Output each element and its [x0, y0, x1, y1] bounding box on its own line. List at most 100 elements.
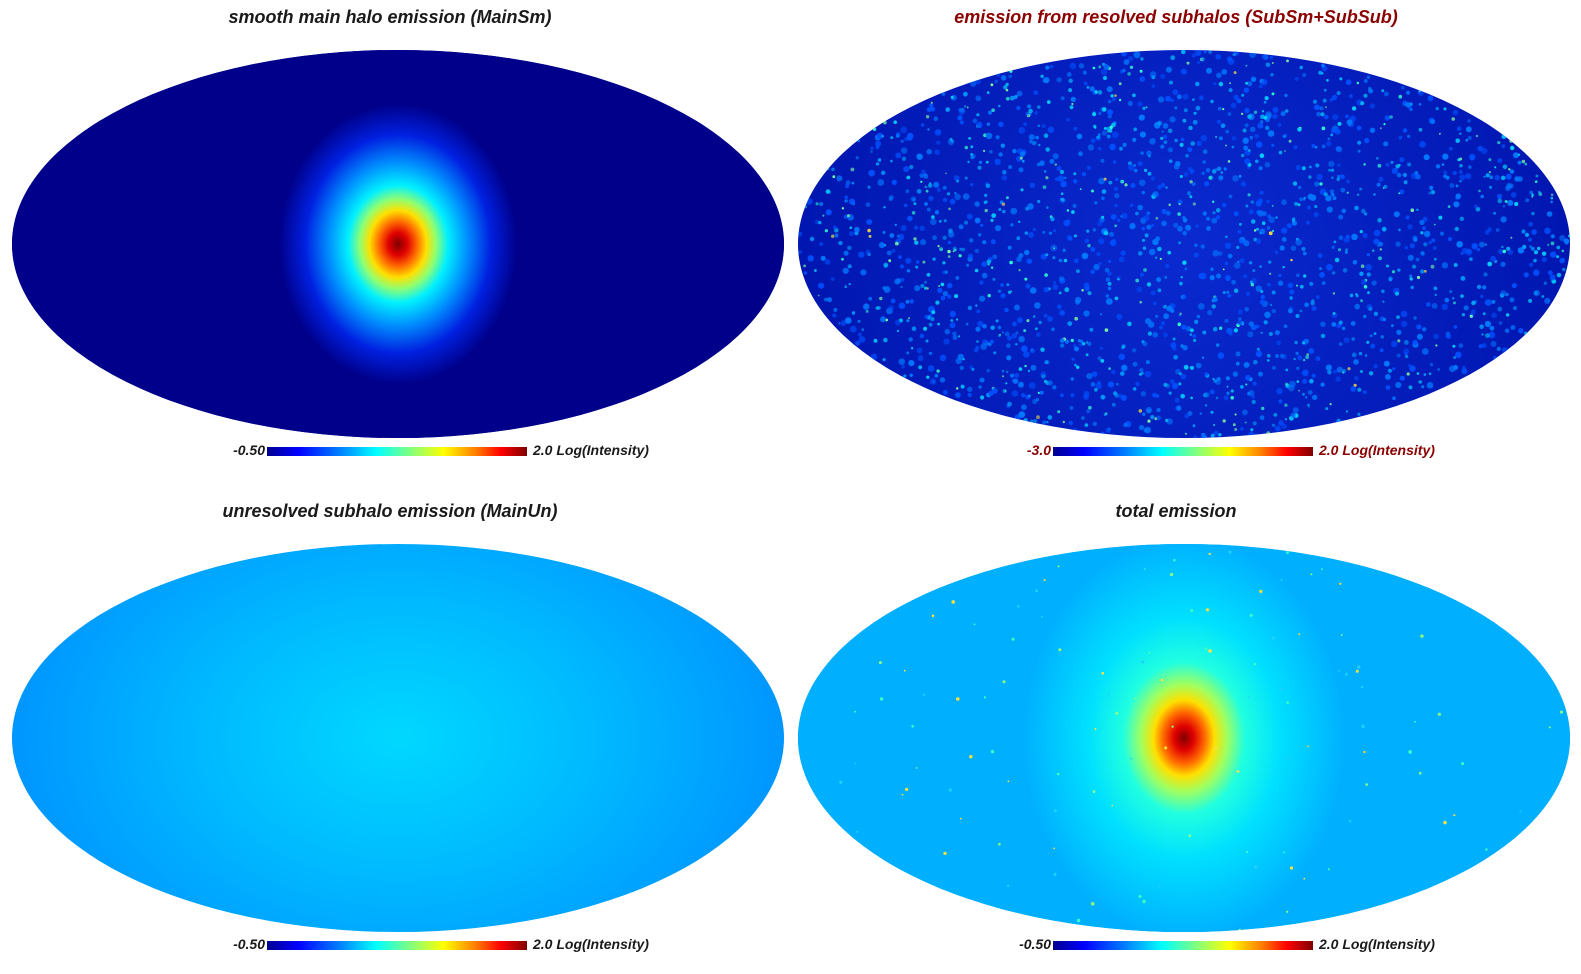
subhalo-speckle: [1321, 281, 1326, 285]
subhalo-speckle: [1067, 321, 1073, 326]
subhalo-speckle: [1303, 877, 1306, 880]
subhalo-speckle: [1295, 314, 1300, 318]
subhalo-speckle: [1016, 90, 1023, 97]
subhalo-speckle: [939, 377, 946, 383]
subhalo-speckle: [1240, 427, 1244, 431]
subhalo-speckle: [1029, 348, 1035, 354]
subhalo-speckle: [998, 121, 1004, 128]
subhalo-speckle: [1479, 324, 1484, 330]
subhalo-speckle: [984, 193, 988, 197]
subhalo-speckle: [825, 209, 832, 216]
subhalo-speckle: [1190, 609, 1194, 612]
subhalo-speckle: [1042, 230, 1046, 234]
subhalo-speckle: [1054, 163, 1058, 166]
subhalo-speckle: [1191, 53, 1197, 58]
subhalo-speckle: [1163, 304, 1168, 309]
subhalo-speckle: [1165, 418, 1169, 423]
subhalo-speckle: [1232, 423, 1236, 427]
subhalo-speckle: [1276, 340, 1281, 346]
subhalo-speckle: [963, 220, 969, 225]
subhalo-speckle: [1058, 291, 1062, 295]
subhalo-speckle: [1398, 164, 1401, 167]
subhalo-speckle: [1036, 162, 1041, 167]
subhalo-speckle: [1097, 221, 1103, 227]
colorbar-gradient: [1053, 447, 1313, 456]
subhalo-speckle: [1404, 245, 1409, 250]
subhalo-speckle: [1142, 238, 1145, 242]
subhalo-speckle: [1133, 127, 1138, 132]
subhalo-speckle: [879, 697, 884, 701]
subhalo-speckle: [1148, 248, 1156, 256]
subhalo-speckle: [1165, 95, 1171, 102]
subhalo-speckle: [1422, 216, 1428, 222]
subhalo-speckle: [1052, 385, 1057, 390]
subhalo-speckle: [952, 250, 955, 253]
subhalo-speckle: [1525, 198, 1530, 203]
subhalo-speckle: [1284, 109, 1289, 113]
subhalo-speckle: [1165, 186, 1168, 189]
subhalo-speckle: [1535, 174, 1539, 178]
subhalo-speckle: [1460, 276, 1466, 281]
panel-title: total emission: [1115, 501, 1237, 521]
subhalo-speckle: [1178, 203, 1181, 206]
subhalo-speckle: [1459, 180, 1462, 183]
subhalo-speckle: [1370, 343, 1376, 349]
subhalo-speckle: [1459, 132, 1462, 135]
subhalo-speckle: [1485, 848, 1488, 851]
subhalo-speckle: [944, 328, 951, 335]
subhalo-speckle: [1381, 226, 1387, 232]
subhalo-speckle: [1341, 326, 1346, 331]
subhalo-speckle: [844, 199, 848, 203]
subhalo-speckle: [1248, 696, 1250, 698]
subhalo-speckle: [1430, 190, 1436, 195]
subhalo-speckle: [1229, 82, 1231, 85]
subhalo-speckle: [1142, 341, 1148, 347]
subhalo-speckle: [1203, 50, 1207, 54]
subhalo-speckle: [1261, 79, 1268, 86]
subhalo-speckle: [1193, 252, 1199, 258]
subhalo-speckle: [1455, 184, 1459, 188]
subhalo-speckle: [1271, 92, 1275, 96]
subhalo-speckle: [1214, 746, 1218, 750]
subhalo-speckle: [1191, 182, 1196, 187]
subhalo-speckle: [1441, 303, 1448, 310]
subhalo-speckle: [1266, 226, 1271, 230]
subhalo-speckle: [1556, 245, 1561, 250]
subhalo-speckle: [1465, 138, 1469, 142]
subhalo-speckle: [1385, 374, 1391, 380]
subhalo-speckle: [1418, 127, 1423, 132]
subhalo-speckle: [919, 225, 925, 232]
subhalo-speckle: [1209, 389, 1215, 395]
subhalo-speckle: [1325, 195, 1332, 202]
subhalo-speckle: [1239, 238, 1244, 244]
subhalo-speckle: [1216, 273, 1222, 279]
subhalo-speckle: [1233, 94, 1239, 100]
subhalo-speckle: [1431, 303, 1438, 309]
subhalo-speckle: [1355, 294, 1359, 298]
subhalo-speckle: [832, 313, 837, 318]
subhalo-speckle: [1174, 397, 1180, 403]
subhalo-speckle: [895, 319, 901, 326]
subhalo-speckle: [948, 207, 951, 211]
subhalo-speckle: [895, 134, 900, 138]
subhalo-speckle: [997, 289, 1002, 293]
subhalo-speckle: [894, 241, 899, 246]
subhalo-speckle: [1114, 224, 1118, 228]
subhalo-speckle: [1011, 637, 1015, 641]
subhalo-speckle: [1009, 95, 1015, 101]
subhalo-speckle: [1366, 253, 1370, 257]
subhalo-speckle: [1299, 197, 1303, 201]
subhalo-speckle: [1383, 91, 1389, 97]
subhalo-speckle: [1078, 63, 1085, 69]
subhalo-speckle: [1380, 335, 1384, 339]
subhalo-speckle: [1183, 364, 1189, 370]
subhalo-speckle: [1107, 281, 1112, 286]
subhalo-speckle: [1369, 127, 1376, 133]
subhalo-speckle: [1109, 125, 1113, 130]
subhalo-speckle: [1252, 269, 1256, 273]
subhalo-speckle: [1338, 214, 1344, 220]
subhalo-speckle: [844, 285, 847, 288]
subhalo-speckle: [1413, 316, 1417, 320]
subhalo-speckle: [1068, 78, 1073, 83]
subhalo-speckle: [1103, 64, 1110, 70]
